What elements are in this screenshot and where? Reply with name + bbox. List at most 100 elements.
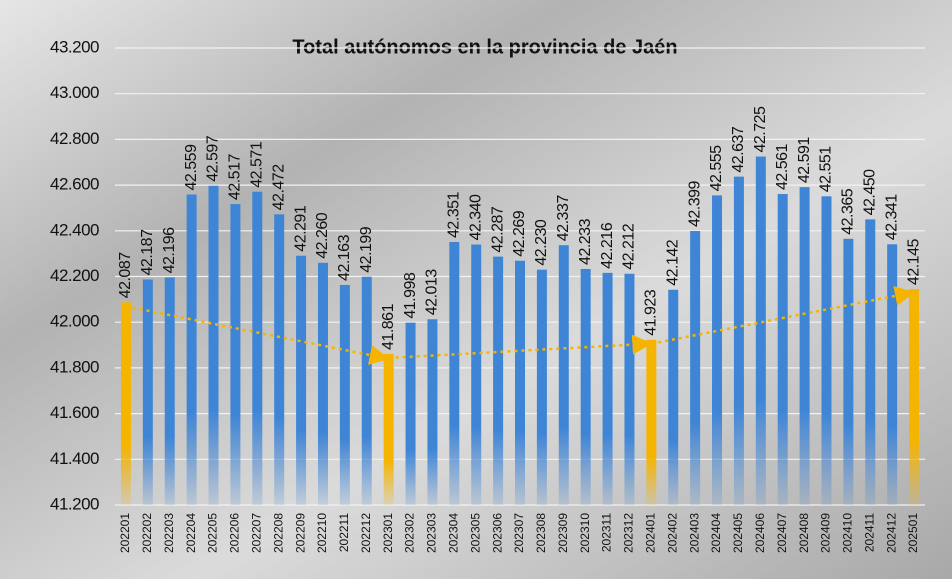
y-tick-label: 41.400 [50, 449, 99, 468]
x-tick-label: 202408 [797, 513, 811, 553]
value-label: 42.340 [467, 194, 484, 241]
value-label: 42.637 [730, 126, 747, 173]
bar [339, 284, 350, 505]
x-tick-label: 202205 [206, 513, 220, 553]
bar [405, 322, 416, 505]
bar [821, 196, 832, 505]
value-label: 42.351 [446, 191, 463, 238]
bar [493, 256, 504, 505]
x-tick-label: 202405 [731, 513, 745, 553]
x-tick-label: 202212 [359, 513, 373, 553]
bar [624, 273, 635, 505]
value-label: 42.365 [840, 188, 857, 235]
x-tick-label: 202206 [228, 513, 242, 553]
value-label: 42.555 [708, 145, 725, 192]
trend-arrow [125, 305, 390, 365]
x-tick-label: 202301 [381, 513, 395, 553]
value-label: 41.861 [380, 303, 397, 350]
value-label: 42.013 [424, 269, 441, 316]
bar [536, 269, 547, 505]
bar [296, 255, 307, 505]
bar [909, 289, 920, 505]
bar [755, 156, 766, 505]
bar [317, 262, 328, 505]
bar [252, 191, 263, 505]
x-tick-label: 202201 [118, 513, 132, 553]
bar [733, 176, 744, 505]
x-tick-label: 202305 [468, 513, 482, 553]
y-tick-label: 43.000 [50, 83, 99, 102]
bar [865, 219, 876, 505]
x-tick-label: 202303 [425, 513, 439, 553]
chart-title: Total autónomos en la provincia de Jaén [292, 36, 677, 58]
y-tick-label: 41.600 [50, 403, 99, 422]
trend-arrow [651, 286, 915, 346]
value-label: 42.260 [314, 212, 331, 259]
value-label: 42.597 [205, 135, 222, 182]
x-tick-label: 202401 [644, 513, 658, 553]
value-label: 42.230 [533, 219, 550, 266]
bar [427, 319, 438, 505]
bar [712, 195, 723, 505]
x-tick-label: 202404 [709, 513, 723, 553]
value-label: 42.163 [336, 234, 353, 281]
value-label: 42.561 [774, 143, 791, 190]
bar [230, 204, 241, 506]
bar [274, 214, 285, 505]
bar [383, 353, 394, 505]
x-tick-label: 202402 [665, 513, 679, 553]
value-label: 42.551 [818, 146, 835, 193]
x-tick-label: 202410 [841, 513, 855, 553]
x-tick-label: 202304 [446, 513, 460, 553]
x-tick-label: 202308 [534, 513, 548, 553]
bar [843, 238, 854, 506]
y-tick-label: 42.000 [50, 312, 99, 331]
value-label: 42.212 [621, 223, 638, 270]
value-label: 42.269 [511, 210, 528, 257]
y-tick-label: 41.200 [50, 494, 99, 513]
value-label: 42.472 [270, 164, 287, 211]
value-label: 41.923 [643, 289, 660, 336]
value-label: 42.591 [796, 137, 813, 184]
bar [361, 276, 372, 505]
x-tick-label: 202310 [578, 513, 592, 553]
bar [208, 185, 219, 505]
trend-arrow [388, 334, 653, 360]
y-tick-label: 42.400 [50, 220, 99, 239]
value-label: 42.725 [752, 106, 769, 153]
x-tick-label: 202412 [884, 513, 898, 553]
x-tick-label: 202309 [556, 513, 570, 553]
bar [887, 244, 898, 505]
x-tick-label: 202411 [862, 513, 876, 552]
value-label: 42.142 [664, 239, 681, 286]
x-tick-label: 202407 [775, 513, 789, 553]
value-label: 42.187 [139, 229, 156, 276]
x-tick-label: 202409 [819, 513, 833, 553]
x-tick-label: 202307 [512, 513, 526, 553]
value-label: 42.571 [249, 141, 266, 188]
value-label: 42.087 [117, 252, 134, 299]
x-tick-label: 202210 [315, 513, 329, 553]
value-label: 42.233 [577, 218, 594, 265]
x-tick-label: 202211 [337, 513, 351, 552]
y-tick-label: 41.800 [50, 357, 99, 376]
bar [799, 187, 810, 505]
bar [580, 268, 591, 505]
bar [690, 231, 701, 505]
value-label: 42.517 [227, 154, 244, 201]
bar [186, 194, 197, 505]
value-label: 42.216 [599, 222, 616, 269]
value-label: 42.559 [183, 144, 200, 191]
value-label: 42.199 [358, 226, 375, 273]
bar [558, 245, 569, 505]
value-label: 42.287 [489, 206, 506, 253]
bar [449, 241, 460, 505]
x-tick-label: 202403 [687, 513, 701, 553]
x-tick-label: 202311 [600, 513, 614, 552]
value-label: 42.341 [883, 194, 900, 241]
x-tick-label: 202209 [293, 513, 307, 553]
x-tick-label: 202501 [906, 513, 920, 553]
x-tick-label: 202204 [184, 513, 198, 553]
value-label: 42.450 [861, 169, 878, 216]
